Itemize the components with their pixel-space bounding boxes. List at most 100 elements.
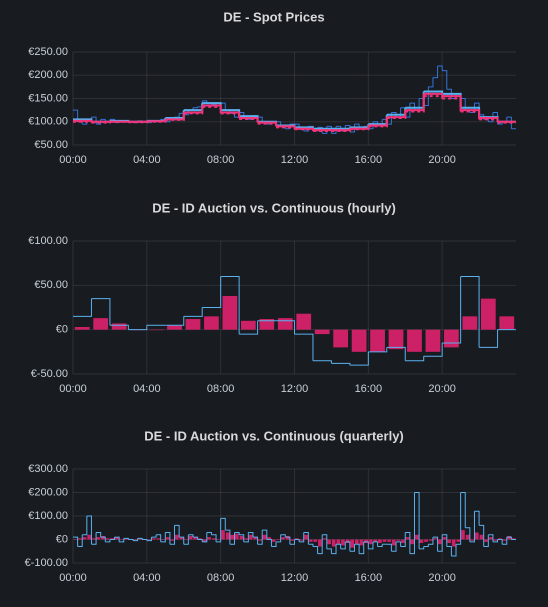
step-line [225,529,231,545]
step-line [460,275,480,348]
bar [82,537,87,540]
step-line [488,534,494,542]
bar [391,539,396,546]
bar [285,535,290,540]
step-line [216,518,222,543]
panel-title: DE - ID Auction vs. Continuous (hourly) [152,200,396,215]
panel: DE - ID Auction vs. Continuous (quarterl… [25,428,516,584]
step-line [146,537,152,542]
step-line [160,532,166,543]
bar [354,539,359,545]
bar [202,539,207,542]
bar [322,538,327,540]
step-line [479,329,499,348]
bar [474,532,479,540]
bar [262,534,267,540]
bar [388,329,404,350]
step-line [442,97,462,112]
bar [271,539,276,542]
step-line [442,534,448,547]
bar [114,537,119,540]
step-line [349,351,369,366]
plot-area [73,275,516,366]
bar [161,539,165,540]
bar [188,535,193,540]
panel-title: DE - Spot Prices [223,9,324,24]
step-line [192,536,199,540]
step-line [317,534,323,555]
step-line [432,65,439,79]
bar [151,538,156,540]
step-line [183,534,189,545]
step-line [312,546,319,554]
panel: DE - ID Auction vs. Continuous (hourly) €… [28,200,516,395]
bar [462,316,478,330]
step-line [109,324,129,330]
step-line [299,532,305,543]
bar [207,537,211,540]
step-line [340,541,346,550]
x-tick-label: 00:00 [59,383,87,395]
step-line [479,524,485,547]
step-line [479,118,499,123]
step-line [128,325,148,331]
step-line [257,122,278,128]
step-line [460,110,481,120]
step-line [331,544,337,555]
bar [373,539,378,542]
bar [156,538,161,540]
step-line [239,534,245,542]
bar [341,539,345,546]
bar [73,539,78,540]
bar [484,539,488,542]
bar [451,539,456,547]
step-line [276,534,282,543]
x-tick-label: 08:00 [207,383,235,395]
step-line [423,544,429,548]
step-line [271,541,277,548]
x-tick-label: 04:00 [133,572,161,584]
step-line [506,536,512,540]
plot-area [73,492,516,557]
bar [331,539,336,547]
x-tick-label: 12:00 [281,572,309,584]
step-line [239,117,259,124]
step-line [73,120,93,123]
step-line [391,541,397,552]
bar [314,329,330,335]
bar [382,539,387,542]
bar [267,537,271,540]
step-line [488,112,494,123]
bar [364,539,368,544]
bar [174,534,179,540]
step-line [165,531,171,545]
x-tick-label: 12:00 [281,383,309,395]
bar [401,539,405,544]
step-line [502,537,508,545]
bar [258,539,262,541]
bar [387,539,391,542]
bar [101,535,105,540]
plot-area [73,65,516,134]
bar [234,533,239,540]
step-line [331,362,351,366]
bar [407,329,422,352]
step-line [239,320,259,335]
bar [480,298,496,330]
bar [204,316,219,330]
bar [167,325,182,330]
step-line [165,316,185,326]
y-tick-label: €100.00 [28,235,68,247]
bar [111,323,127,330]
step-line [294,333,314,361]
step-line [192,106,199,109]
step-line [405,96,425,113]
bar [465,534,470,540]
step-line [276,320,295,335]
step-line [156,534,162,542]
bar [222,295,238,330]
step-line [419,546,425,550]
step-line [432,536,439,552]
step-line [483,534,489,548]
bar [184,539,188,540]
